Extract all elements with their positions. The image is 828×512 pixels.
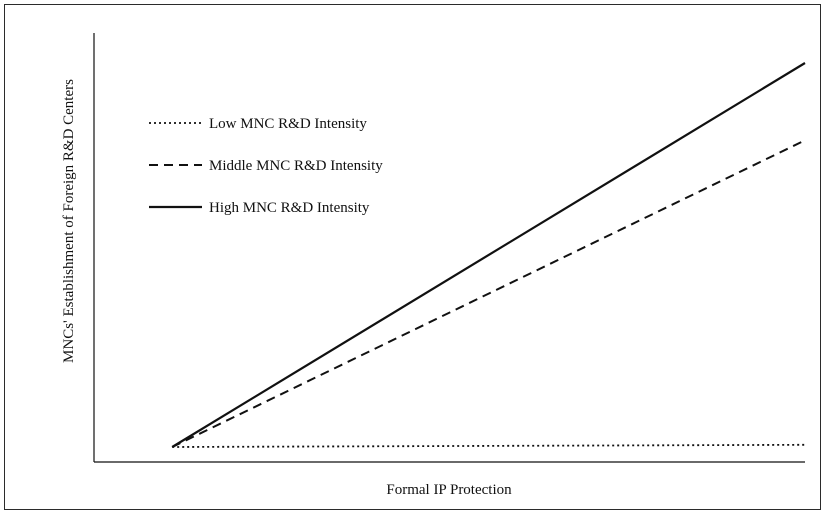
legend-item-middle-mnc-randd-intensity: Middle MNC R&D Intensity <box>149 158 383 174</box>
x-axis-label: Formal IP Protection <box>386 482 512 498</box>
legend-item-low-mnc-randd-intensity: Low MNC R&D Intensity <box>149 116 367 132</box>
legend-label: Low MNC R&D Intensity <box>209 116 367 132</box>
y-axis-label: MNCs' Establishment of Foreign R&D Cente… <box>61 79 77 363</box>
legend-label: Middle MNC R&D Intensity <box>209 158 383 174</box>
legend-item-high-mnc-randd-intensity: High MNC R&D Intensity <box>149 200 370 216</box>
series-line-high-mnc-randd-intensity <box>171 62 806 448</box>
series-line-middle-mnc-randd-intensity <box>171 139 806 448</box>
series-line-low-mnc-randd-intensity <box>172 443 806 448</box>
legend: Low MNC R&D Intensity Middle MNC R&D Inte… <box>149 116 383 216</box>
chart-frame <box>4 4 821 510</box>
series-group <box>171 62 806 448</box>
legend-label: High MNC R&D Intensity <box>209 200 370 216</box>
